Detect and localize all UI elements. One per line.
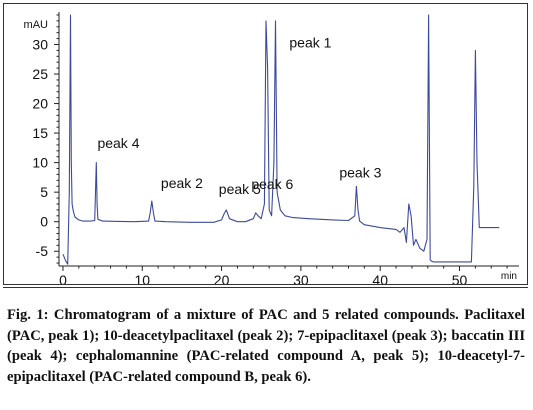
peak-annotation: peak 6	[251, 176, 293, 192]
x-tick-label: 0	[59, 272, 67, 284]
chromatogram-chart: -5 0 5 10 15 20 25 30 0 10 20 30 40 50 mAU min peak 1 pea…	[24, 12, 519, 284]
peak-annotation: peak 3	[339, 164, 381, 180]
y-tick-label: 30	[32, 36, 48, 52]
peak-annotation: peak 5	[219, 181, 261, 197]
y-tick-label: -5	[36, 243, 49, 259]
y-tick-label: 10	[32, 155, 48, 171]
y-tick-label: 5	[40, 184, 48, 200]
peak-annotation: peak 2	[161, 175, 203, 191]
x-tick-label: 40	[372, 272, 388, 284]
x-axis-unit-label: min	[501, 271, 517, 282]
peak-annotation: peak 4	[97, 135, 139, 151]
x-tick-label: 20	[214, 272, 230, 284]
x-tick-label: 10	[134, 272, 150, 284]
peak-annotation: peak 1	[289, 34, 331, 50]
x-tick-label: 50	[452, 272, 468, 284]
chart-frame: -5 0 5 10 15 20 25 30 0 10 20 30 40 50 mAU min peak 1 pea…	[3, 3, 528, 285]
caption-frame: Fig. 1: Chromatogram of a mixture of PAC…	[3, 287, 528, 407]
plot-area: -5 0 5 10 15 20 25 30 0 10 20 30 40 50 mAU min peak 1 pea…	[24, 12, 519, 284]
y-tick-label: 20	[32, 96, 48, 112]
x-tick-label: 30	[293, 272, 309, 284]
figure-caption: Fig. 1: Chromatogram of a mixture of PAC…	[7, 307, 525, 385]
y-axis-unit-label: mAU	[24, 19, 49, 31]
chromatogram-trace	[62, 14, 500, 265]
y-tick-label: 15	[32, 125, 48, 141]
y-tick-label: 0	[40, 214, 48, 230]
y-tick-label: 25	[32, 66, 48, 82]
